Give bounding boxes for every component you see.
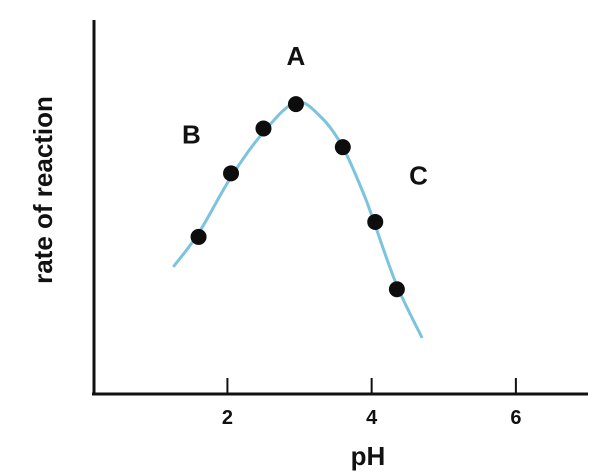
annotation-b: B (182, 119, 201, 149)
data-point-3 (255, 120, 272, 137)
x-axis-ticks: 2 4 6 (222, 378, 521, 429)
x-tick-label-2: 2 (222, 407, 233, 429)
annotation-c: C (409, 161, 428, 191)
y-axis-label: rate of reaction (28, 96, 58, 284)
curve-annotations: A B C (182, 41, 428, 191)
data-point-7 (388, 281, 405, 298)
x-axis-label: pH (351, 441, 386, 471)
fitted-curve (172, 100, 424, 339)
x-tick-label-4: 4 (366, 407, 378, 429)
data-point-5 (334, 139, 351, 156)
x-tick-label-6: 6 (510, 407, 521, 429)
data-point-1 (190, 228, 207, 245)
data-point-4 (287, 96, 304, 113)
data-point-2 (223, 165, 240, 182)
data-points (190, 96, 405, 298)
annotation-a: A (287, 41, 306, 71)
data-point-6 (367, 213, 384, 230)
